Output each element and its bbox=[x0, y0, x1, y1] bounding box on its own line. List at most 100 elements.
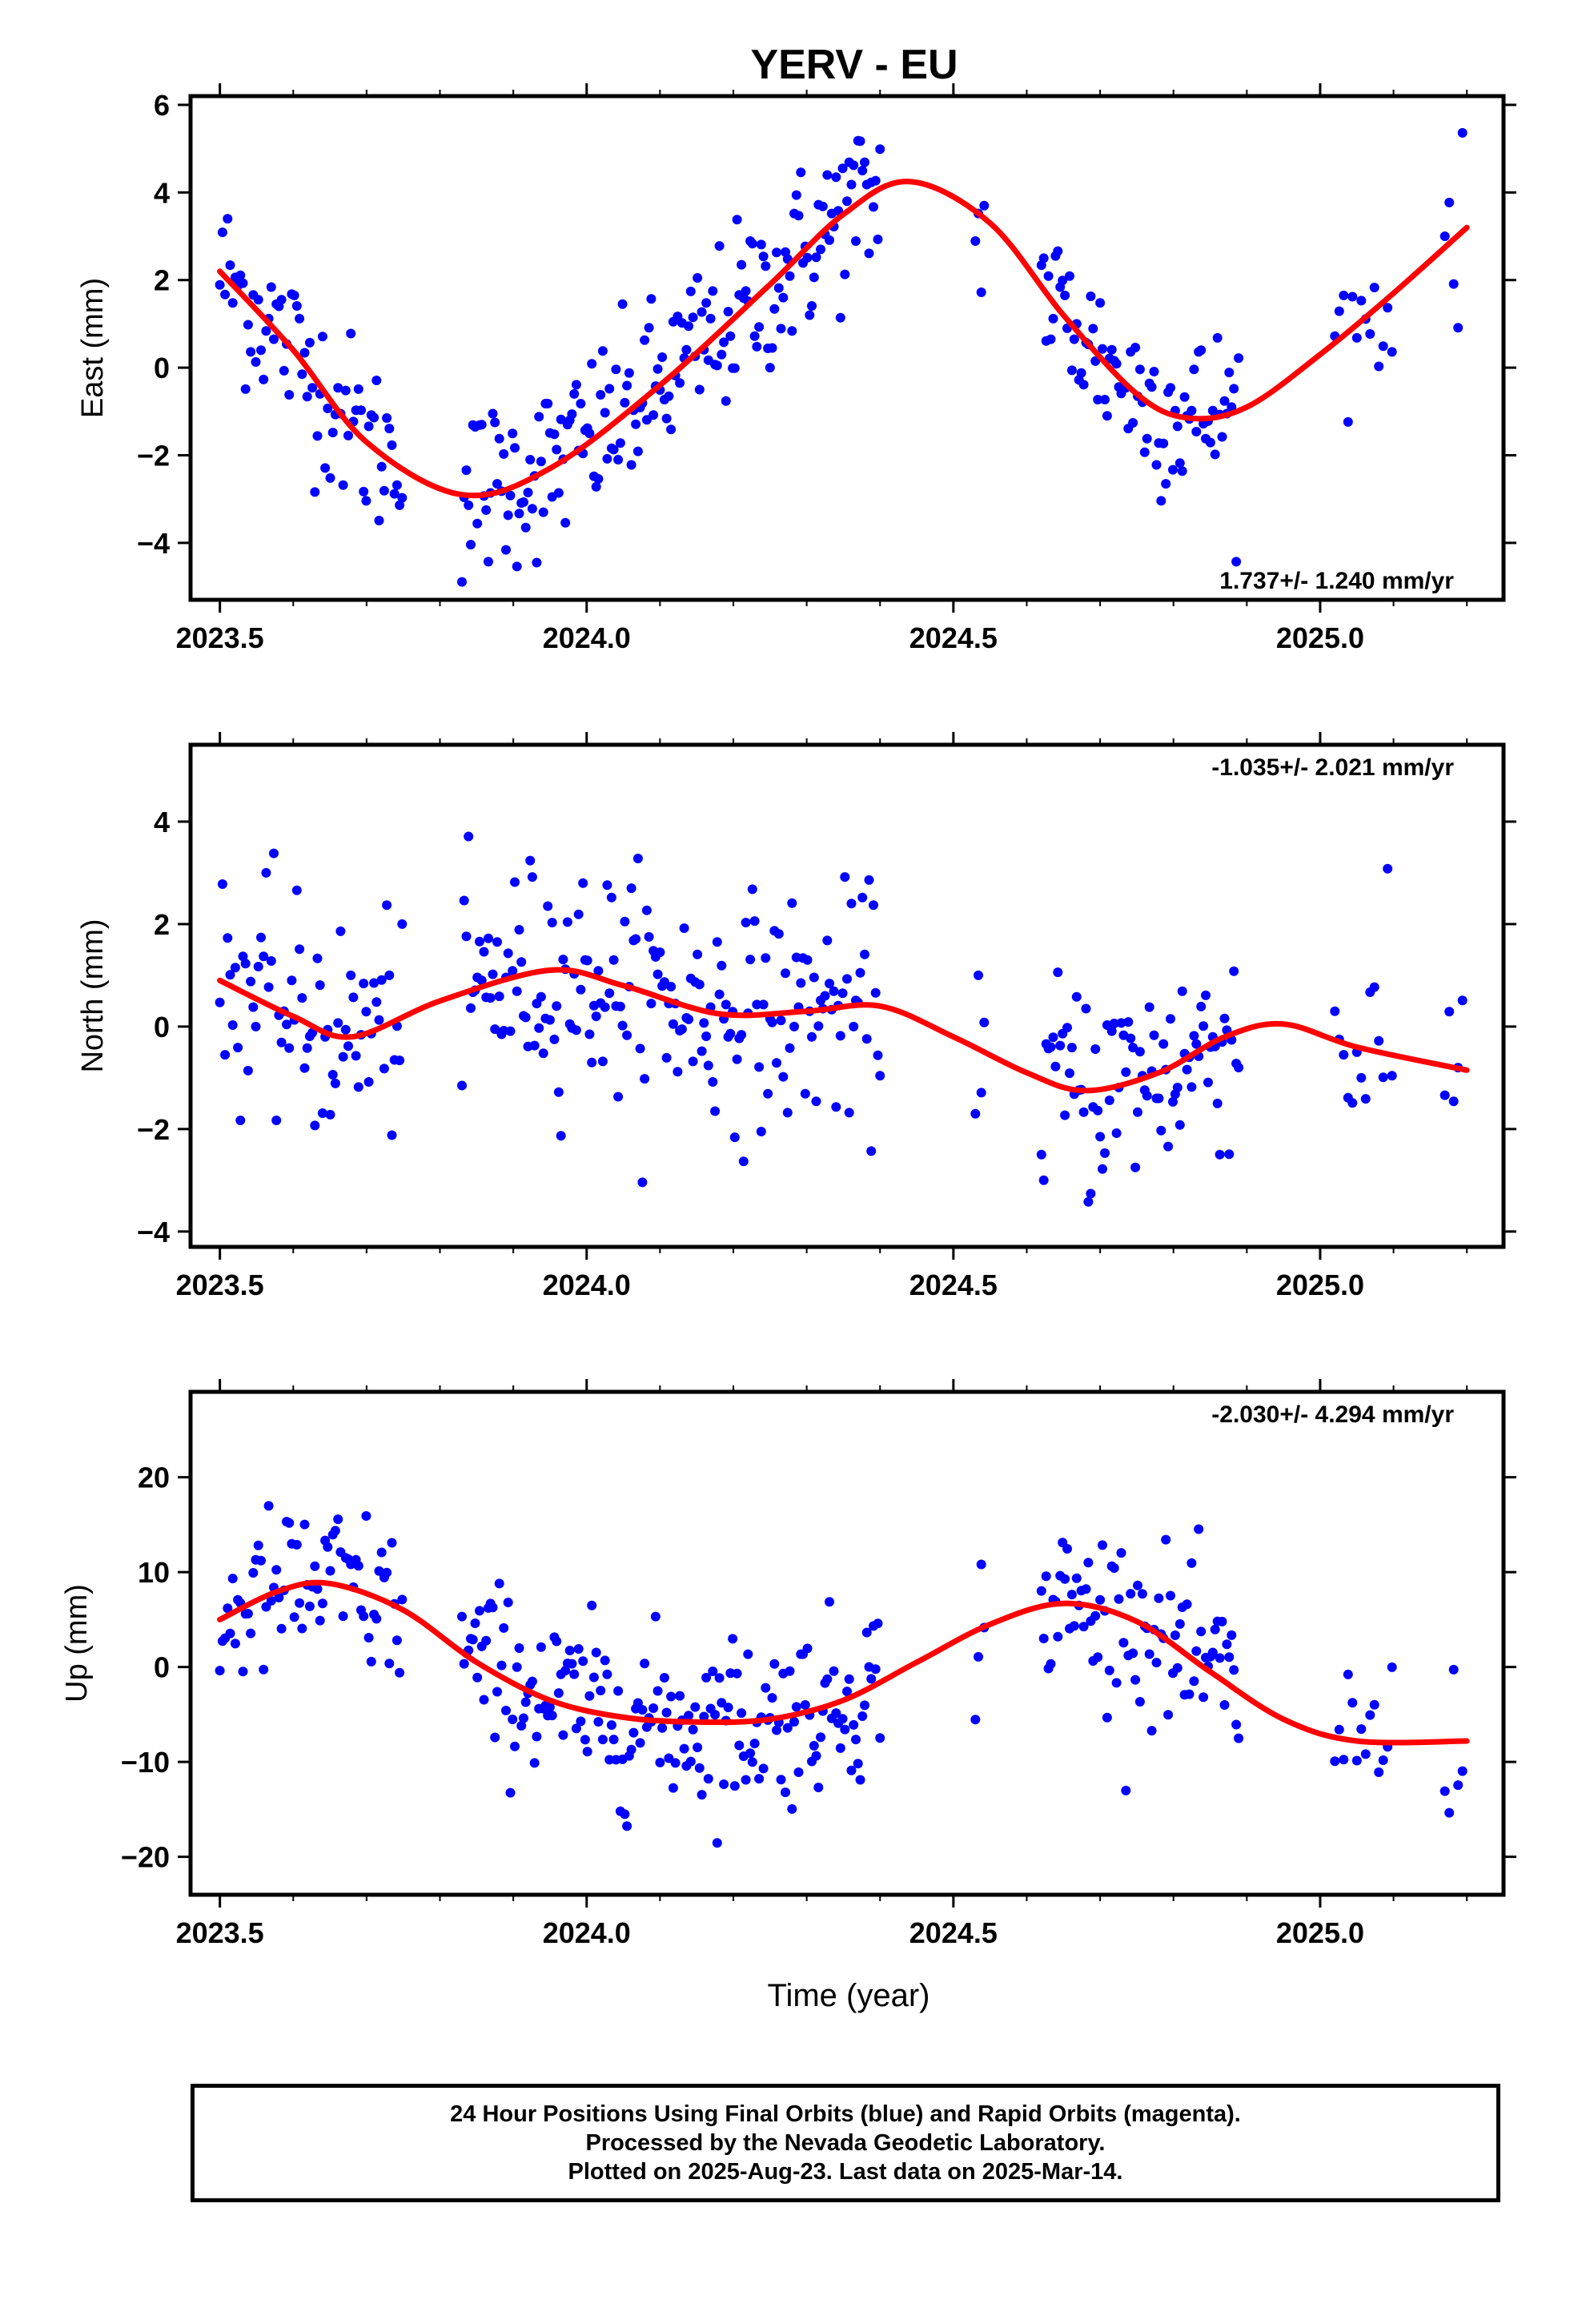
north-data-point bbox=[807, 1031, 817, 1042]
north-data-point bbox=[1224, 1149, 1235, 1160]
north-data-point bbox=[302, 1043, 312, 1053]
east-data-point bbox=[842, 196, 852, 207]
up-data-point bbox=[1369, 1699, 1379, 1710]
east-data-point bbox=[532, 557, 542, 568]
north-data-point bbox=[340, 1024, 351, 1035]
north-data-point bbox=[646, 999, 656, 1009]
north-data-point bbox=[282, 1019, 291, 1030]
east-data-point bbox=[338, 480, 348, 490]
north-data-point bbox=[717, 960, 727, 971]
up-data-point bbox=[387, 1538, 397, 1548]
up-data-point bbox=[520, 1697, 531, 1707]
east-data-point bbox=[461, 465, 472, 476]
up-data-point bbox=[501, 1706, 511, 1715]
east-data-point bbox=[503, 510, 513, 521]
north-data-point bbox=[395, 1055, 405, 1066]
north-data-point bbox=[729, 1132, 740, 1143]
up-data-point bbox=[516, 1721, 527, 1731]
up-data-point bbox=[1186, 1558, 1197, 1568]
caption-box: 24 Hour Positions Using Final Orbits (bl… bbox=[191, 2084, 1500, 2202]
up-data-point bbox=[587, 1600, 597, 1610]
east-data-point bbox=[320, 463, 331, 473]
east-data-point bbox=[712, 360, 722, 371]
up-data-point bbox=[223, 1603, 233, 1614]
east-data-point bbox=[791, 190, 801, 200]
up-data-point bbox=[1116, 1548, 1126, 1558]
up-data-point bbox=[648, 1703, 659, 1713]
north-data-point bbox=[1060, 1110, 1070, 1120]
up-data-point bbox=[1121, 1785, 1131, 1795]
north-data-point bbox=[602, 880, 612, 891]
east-rate-label: 1.737+/- 1.240 mm/yr bbox=[1219, 568, 1454, 594]
up-y-tick-label: 20 bbox=[138, 1462, 170, 1494]
north-data-point bbox=[849, 1021, 859, 1031]
north-data-point bbox=[510, 877, 520, 887]
north-data-point bbox=[1093, 1105, 1103, 1116]
up-data-point bbox=[1083, 1558, 1094, 1568]
east-data-point bbox=[1347, 292, 1358, 302]
north-data-point bbox=[584, 1029, 595, 1039]
east-data-point bbox=[1365, 329, 1375, 339]
north-data-point bbox=[710, 1106, 721, 1116]
east-data-point bbox=[694, 384, 705, 395]
north-data-point bbox=[738, 1156, 749, 1167]
east-data-point bbox=[538, 507, 548, 517]
east-data-point bbox=[596, 390, 606, 400]
east-data-point bbox=[666, 424, 677, 435]
up-data-point bbox=[553, 1688, 564, 1699]
east-data-point bbox=[1174, 458, 1185, 468]
east-data-point bbox=[476, 420, 487, 430]
east-data-point bbox=[723, 307, 733, 317]
east-data-point bbox=[772, 247, 781, 258]
up-data-point bbox=[238, 1667, 248, 1677]
up-data-point bbox=[1182, 1599, 1192, 1610]
north-data-point bbox=[693, 949, 703, 959]
up-data-point bbox=[776, 1775, 786, 1785]
up-data-point bbox=[789, 1717, 799, 1727]
up-data-point bbox=[809, 1740, 819, 1751]
east-data-point bbox=[1343, 416, 1353, 427]
up-data-point bbox=[246, 1628, 256, 1638]
up-data-point bbox=[1356, 1724, 1367, 1735]
up-data-point bbox=[1071, 1573, 1082, 1583]
up-data-point bbox=[1222, 1639, 1232, 1650]
north-data-point bbox=[1149, 1030, 1159, 1040]
up-data-point bbox=[606, 1720, 616, 1731]
up-data-point bbox=[782, 1723, 793, 1733]
east-data-point bbox=[490, 417, 500, 428]
east-data-point bbox=[855, 136, 865, 147]
north-data-point bbox=[1374, 1035, 1384, 1046]
up-data-point bbox=[690, 1702, 701, 1712]
up-data-point bbox=[846, 1765, 857, 1775]
up-data-point bbox=[1234, 1733, 1244, 1743]
north-data-point bbox=[459, 895, 469, 906]
north-data-point bbox=[490, 1024, 500, 1035]
east-data-point bbox=[1234, 353, 1244, 364]
north-data-point bbox=[1065, 1068, 1074, 1079]
up-data-point bbox=[317, 1598, 327, 1609]
up-data-point bbox=[1118, 1638, 1129, 1648]
east-data-point bbox=[1387, 347, 1397, 357]
up-data-point bbox=[708, 1667, 718, 1676]
up-data-point bbox=[661, 1707, 672, 1718]
up-data-point bbox=[620, 1809, 630, 1819]
east-data-point bbox=[527, 504, 537, 514]
north-data-point bbox=[544, 1015, 555, 1025]
north-data-point bbox=[558, 955, 568, 965]
east-data-point bbox=[397, 493, 408, 503]
north-data-point bbox=[387, 1130, 397, 1140]
north-data-point bbox=[773, 929, 784, 939]
up-data-point bbox=[861, 1627, 872, 1638]
up-data-point bbox=[371, 1614, 382, 1624]
east-data-point bbox=[1378, 341, 1388, 352]
north-data-point bbox=[582, 955, 592, 966]
east-data-point bbox=[1156, 496, 1166, 506]
east-data-point bbox=[584, 428, 595, 439]
up-data-point bbox=[1069, 1621, 1079, 1631]
up-data-point bbox=[1365, 1710, 1375, 1720]
north-data-point bbox=[508, 966, 518, 976]
up-data-point bbox=[849, 1719, 859, 1730]
east-data-point bbox=[223, 214, 233, 224]
up-data-point bbox=[359, 1611, 369, 1622]
up-data-point bbox=[1093, 1652, 1103, 1663]
